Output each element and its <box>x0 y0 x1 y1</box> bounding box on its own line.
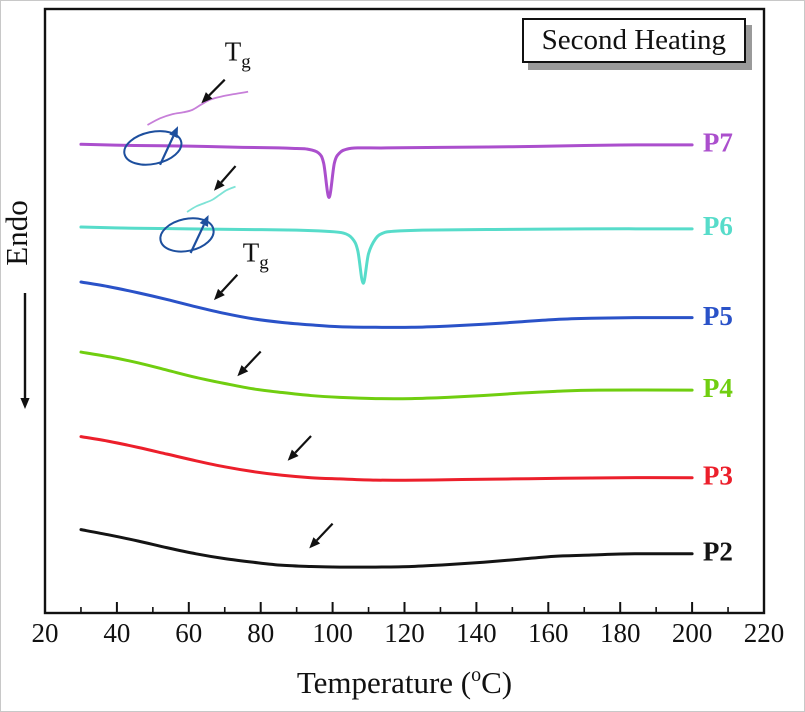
endo-direction-arrow-head <box>20 398 30 409</box>
zoom-arrow-2-shaft <box>189 224 205 254</box>
tg-inset-curve-1 <box>147 90 249 126</box>
series-P5-label: P5 <box>703 301 733 331</box>
tg-label-2: Tg <box>243 237 270 273</box>
tg-arrow-5-shaft <box>294 435 312 454</box>
tg-highlight-ellipse-1 <box>123 130 183 166</box>
series-P6-label: P6 <box>703 211 733 241</box>
zoom-arrow-1-shaft <box>159 135 175 166</box>
x-tick-label-120: 120 <box>384 618 425 648</box>
series-P3-label: P3 <box>703 461 733 491</box>
tg-inset-curve-2 <box>186 185 236 213</box>
x-tick-label-60: 60 <box>175 618 202 648</box>
series-P5-curve <box>79 280 694 329</box>
x-tick-label-100: 100 <box>312 618 353 648</box>
x-tick-label-160: 160 <box>528 618 569 648</box>
tg-arrow-1-shaft <box>208 78 226 97</box>
zoom-arrow-1-head <box>169 126 179 139</box>
zoom-arrow-2-head <box>199 214 209 227</box>
tg-arrow-4-head <box>237 365 249 377</box>
x-axis-label: Temperature (oC) <box>297 664 512 700</box>
series-P4-curve <box>79 350 694 401</box>
x-tick-label-180: 180 <box>600 618 641 648</box>
tg-highlight-ellipse-2 <box>159 217 215 253</box>
tg-arrow-3-shaft <box>220 274 239 293</box>
y-axis-label: Endo <box>1 200 34 265</box>
tg-arrow-5-head <box>287 449 299 461</box>
x-tick-label-140: 140 <box>456 618 497 648</box>
tg-label-1: Tg <box>225 36 252 72</box>
x-tick-label-80: 80 <box>247 618 274 648</box>
series-P4-label: P4 <box>703 373 733 403</box>
series-P2-curve <box>79 528 694 569</box>
x-tick-label-220: 220 <box>744 618 785 648</box>
x-tick-label-40: 40 <box>103 618 130 648</box>
series-P7-curve <box>79 142 694 199</box>
tg-arrow-6-head <box>309 537 321 549</box>
series-P6-curve <box>79 225 694 285</box>
series-P2-label: P2 <box>703 537 733 567</box>
legend-box: Second Heating <box>521 18 746 63</box>
tg-arrow-2-shaft <box>220 165 237 184</box>
tg-arrow-1-head <box>201 92 213 104</box>
series-P3-curve <box>79 435 694 482</box>
legend-box-label: Second Heating <box>541 24 726 56</box>
tg-arrow-6-shaft <box>315 522 334 542</box>
tg-arrow-3-head <box>213 288 225 301</box>
tg-arrow-4-shaft <box>244 350 262 369</box>
tg-arrow-2-head <box>213 179 225 191</box>
x-tick-label-20: 20 <box>32 618 59 648</box>
series-P7-label: P7 <box>703 128 733 158</box>
plot-border <box>43 7 766 615</box>
x-tick-label-200: 200 <box>672 618 713 648</box>
